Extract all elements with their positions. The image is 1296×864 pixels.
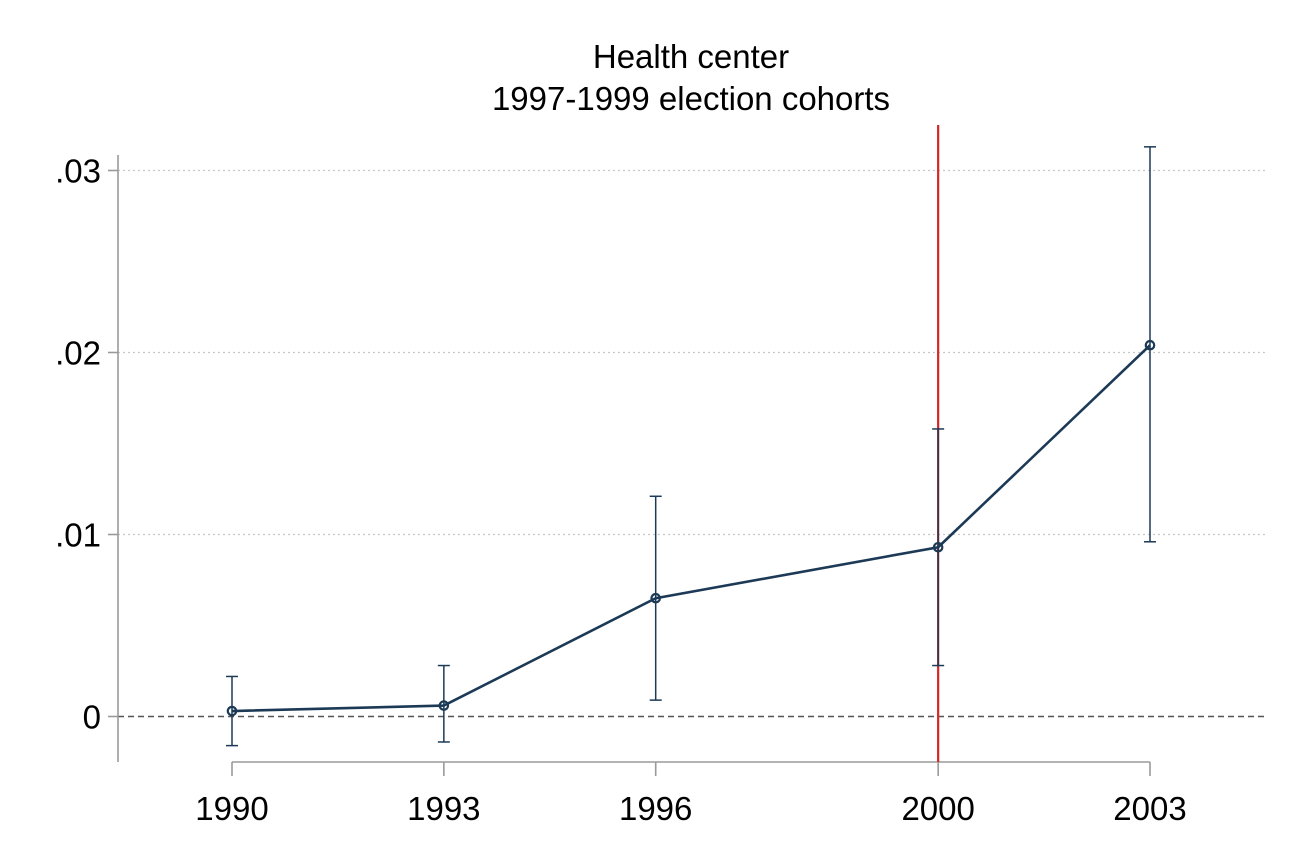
data-point — [226, 705, 238, 717]
axis-layer: 0 .01 .02 .03 1990 1993 1996 2000 2003 — [55, 153, 1187, 828]
y-tick-label: .02 — [55, 335, 101, 372]
data-point — [650, 592, 661, 604]
x-tick-label: 1990 — [195, 790, 268, 827]
x-tick-label: 1993 — [407, 790, 480, 827]
y-tick-label: .03 — [55, 153, 101, 190]
data-point — [932, 541, 944, 553]
data-point — [438, 700, 450, 711]
data-point — [1144, 339, 1156, 351]
y-tick-label: .01 — [55, 517, 101, 554]
series-line — [231, 344, 1151, 713]
chart-title-line-2: 1997-1999 election cohorts — [492, 80, 890, 117]
y-tick-label: 0 — [83, 699, 101, 736]
chart-title-line-1: Health center — [593, 38, 789, 75]
series-layer — [226, 146, 1156, 747]
x-tick-label: 1996 — [619, 790, 692, 827]
x-tick-label: 2000 — [901, 790, 974, 827]
grid-layer — [118, 169, 1266, 718]
x-tick-label: 2003 — [1113, 790, 1186, 827]
